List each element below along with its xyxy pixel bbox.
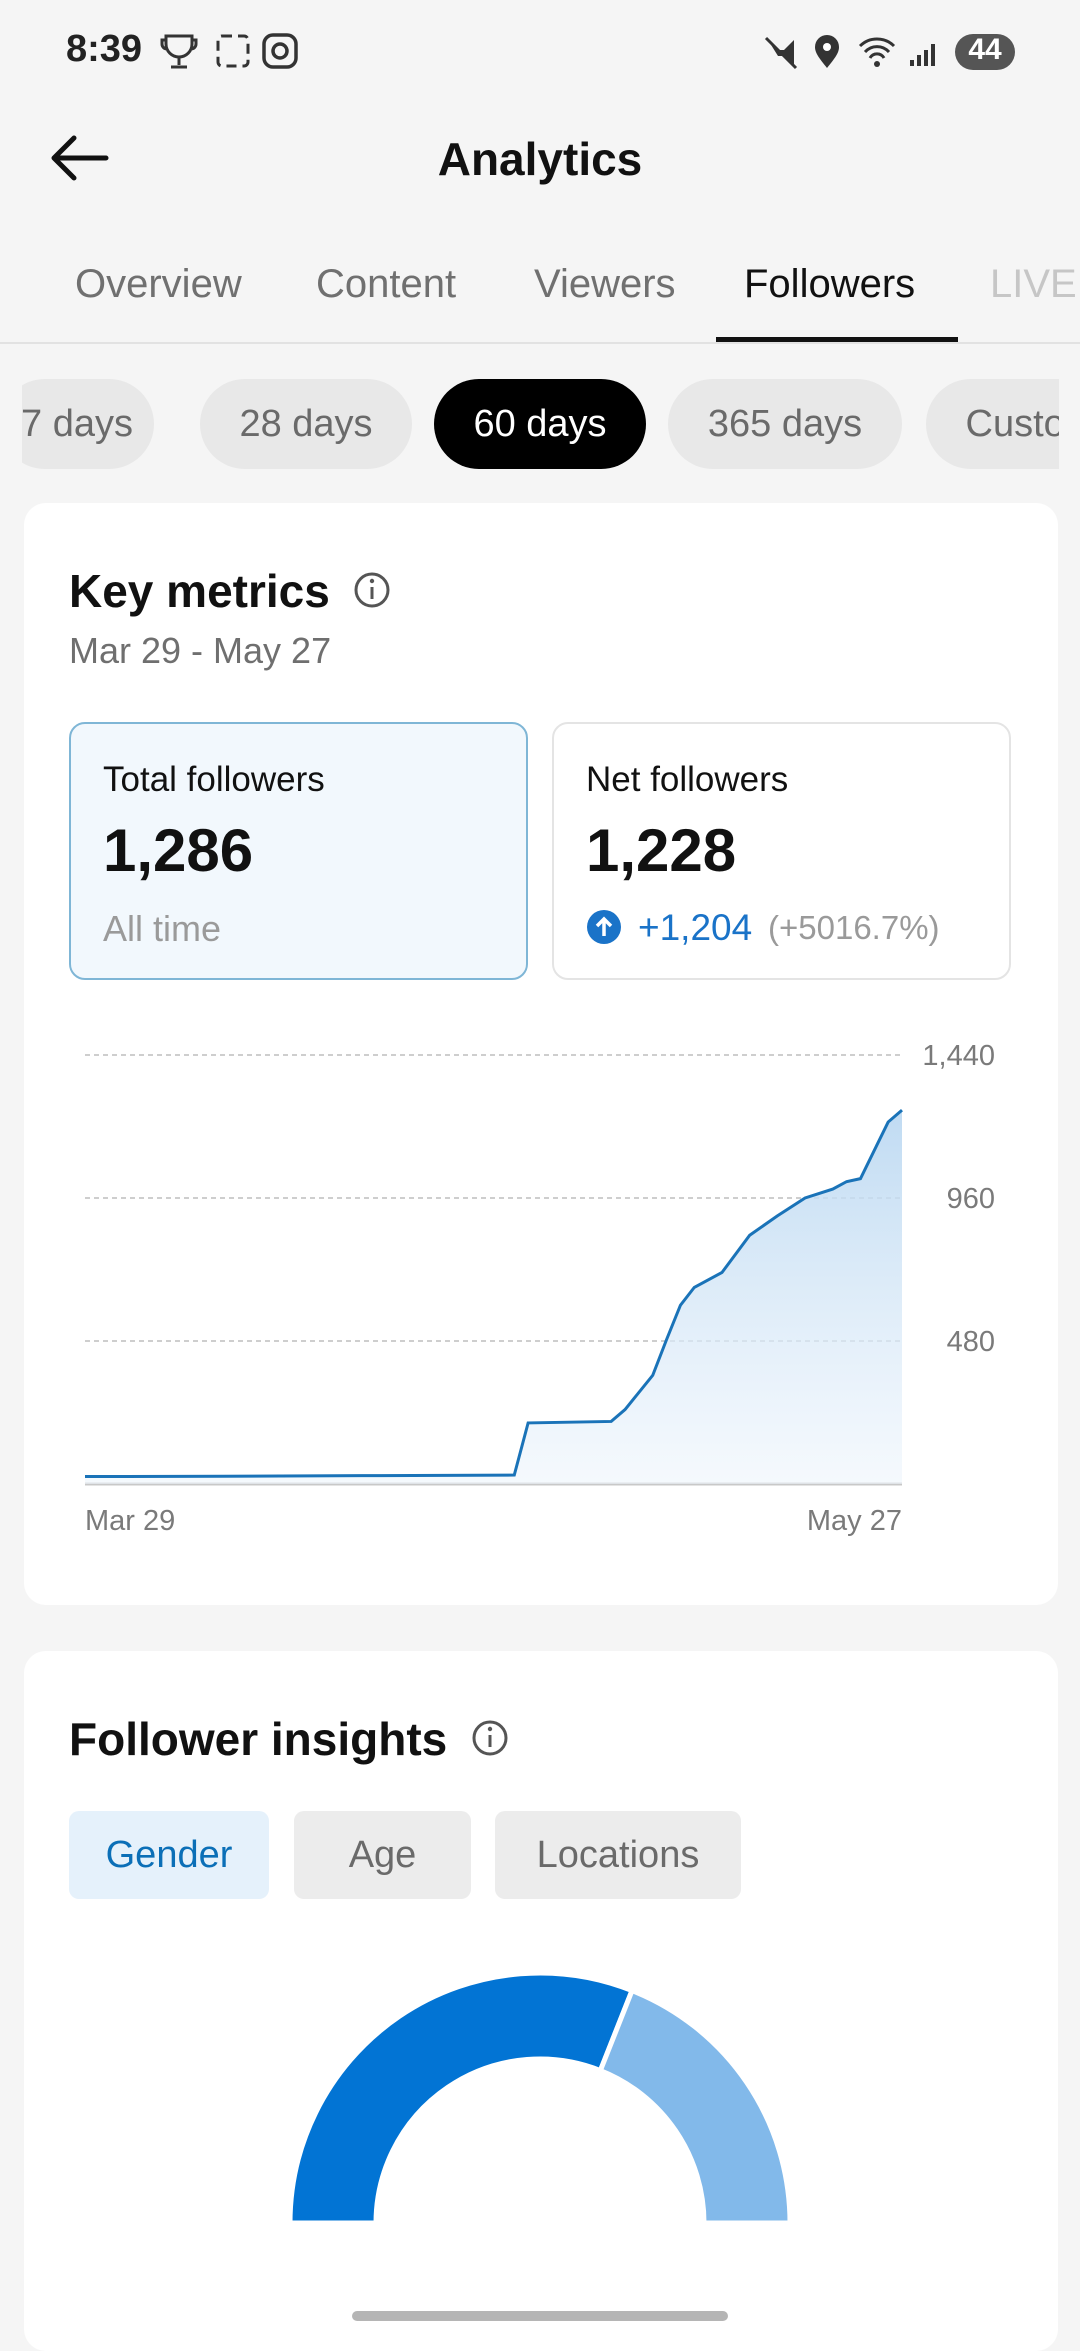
area-fill xyxy=(85,1110,902,1484)
metric-note: All time xyxy=(103,908,222,949)
metric-card[interactable] xyxy=(552,722,1011,980)
donut-segment xyxy=(597,1987,793,2226)
tab-divider xyxy=(0,342,1080,344)
home-indicator xyxy=(352,2311,728,2321)
x-tick-label: May 27 xyxy=(807,1505,902,1537)
metric-card[interactable] xyxy=(69,722,528,980)
battery-level: 44 xyxy=(968,33,1002,66)
insight-tab[interactable]: Locations xyxy=(495,1811,741,1899)
tab-bar: Overview Content Viewers Followers LIVE xyxy=(0,0,1080,345)
y-tick-label: 480 xyxy=(947,1326,995,1358)
tab[interactable]: Overview xyxy=(75,262,242,306)
tab[interactable]: LIVE xyxy=(990,262,1077,306)
metric-value: 1,228 xyxy=(586,817,737,884)
status-time: 8:39 xyxy=(66,28,143,70)
metric-label: Total followers xyxy=(103,760,325,799)
insight-tab[interactable]: Gender xyxy=(69,1811,269,1899)
status-icons-right xyxy=(764,34,1015,70)
up-icon xyxy=(587,910,621,944)
tab[interactable]: Content xyxy=(316,262,457,306)
section-title: Follower insights xyxy=(69,1713,448,1765)
metric-change-pct: (+5016.7%) xyxy=(768,909,940,946)
followers-chart: 480 960 1,440 Mar 29 May 27 xyxy=(84,1040,995,1537)
tab[interactable]: Viewers xyxy=(534,262,676,306)
period-chip[interactable]: 365 days xyxy=(668,379,902,469)
x-tick-label: Mar 29 xyxy=(85,1505,175,1537)
page-title: Analytics xyxy=(437,133,643,185)
metric-label: Net followers xyxy=(586,760,789,799)
period-chip[interactable]: 28 days xyxy=(200,379,412,469)
metric-change: +1,204 xyxy=(638,907,753,948)
section-title: Key metrics xyxy=(69,565,330,617)
gender-chart xyxy=(287,1970,793,2226)
donut-segment xyxy=(287,1970,636,2226)
metric-value: 1,286 xyxy=(103,817,254,884)
line xyxy=(84,1108,903,1479)
info-icon[interactable] xyxy=(352,570,392,610)
back-button[interactable] xyxy=(46,130,116,186)
period-chip[interactable]: 7 days xyxy=(22,379,154,469)
y-tick-label: 960 xyxy=(947,1183,995,1215)
status-icons-left xyxy=(160,33,298,69)
y-tick-label: 1,440 xyxy=(922,1040,995,1072)
info-icon[interactable] xyxy=(470,1718,510,1758)
date-range: Mar 29 - May 27 xyxy=(69,630,332,671)
period-chip[interactable]: Custom xyxy=(926,379,1059,469)
tab[interactable]: Followers xyxy=(744,262,916,306)
period-chip[interactable]: 60 days xyxy=(434,379,646,469)
insight-tab[interactable]: Age xyxy=(294,1811,471,1899)
tab-underline xyxy=(716,337,958,343)
